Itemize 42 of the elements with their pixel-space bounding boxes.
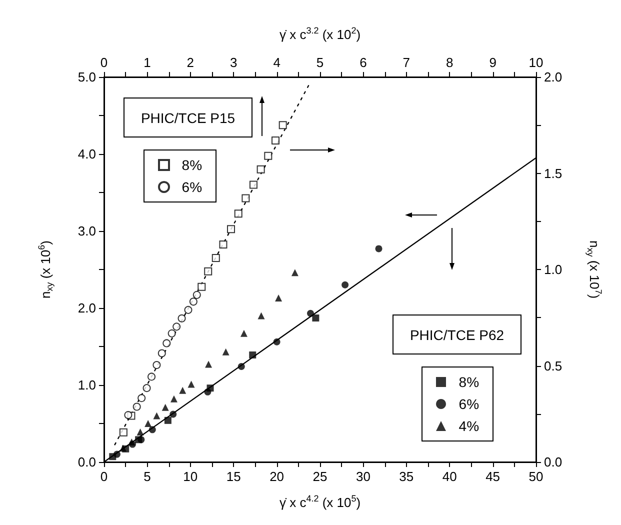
y-tick-label: 0.0 <box>544 454 562 470</box>
x-tick-label: 30 <box>356 469 370 484</box>
y-tick-label: 2.0 <box>544 70 562 84</box>
y-tick-label: 1.0 <box>78 378 96 392</box>
y-tick-label: 3.0 <box>78 224 96 238</box>
legend-label: 6% <box>174 179 202 195</box>
x-tick-label: 1 <box>144 55 151 70</box>
y-tick-label: 5.0 <box>78 70 96 84</box>
y-axis-title: nxy (x 106) <box>36 240 54 299</box>
y-tick-label: 0.5 <box>544 358 562 374</box>
x-tick-label: 10 <box>183 469 198 484</box>
x-tick-label: 20 <box>270 469 284 484</box>
y-tick-label: 1.5 <box>544 166 562 181</box>
x-tick-label: 8 <box>446 55 454 70</box>
y-tick-label: 4.0 <box>78 146 96 162</box>
annotation: PHIC/TCE P15 <box>140 110 236 126</box>
x-tick-label: 45 <box>486 469 500 484</box>
legend-label: 8% <box>174 157 202 173</box>
x-tick-label: 50 <box>528 469 544 484</box>
x-tick-label: 5 <box>144 469 151 484</box>
x-tick-label: 6 <box>360 55 367 70</box>
legend-label: 8% <box>451 374 480 390</box>
x-tick-label: 5 <box>316 55 324 70</box>
x-tick-label: 9 <box>489 55 496 70</box>
x-tick-label: 2 <box>186 55 194 70</box>
x-tick-label: 15 <box>226 469 241 484</box>
x-tick-label: 3 <box>230 55 238 70</box>
x-tick-label: 0 <box>100 55 108 70</box>
x-tick-label: 10 <box>528 55 544 70</box>
y-axis-title: nxy (x 107) <box>586 240 604 299</box>
y-tick-label: 0.0 <box>78 454 96 470</box>
x-tick-label: 25 <box>312 469 328 484</box>
annotation: PHIC/TCE P62 <box>410 327 504 343</box>
y-tick-label: 1.0 <box>544 262 562 277</box>
x-tick-label: 7 <box>402 55 410 70</box>
y-tick-label: 2.0 <box>78 300 96 316</box>
x-tick-label: 35 <box>399 469 414 484</box>
legend-label: 4% <box>451 418 480 434</box>
legend-label: 6% <box>451 396 480 412</box>
x-tick-label: 0 <box>100 469 108 484</box>
x-tick-label: 40 <box>442 469 457 484</box>
x-tick-label: 4 <box>273 55 280 70</box>
